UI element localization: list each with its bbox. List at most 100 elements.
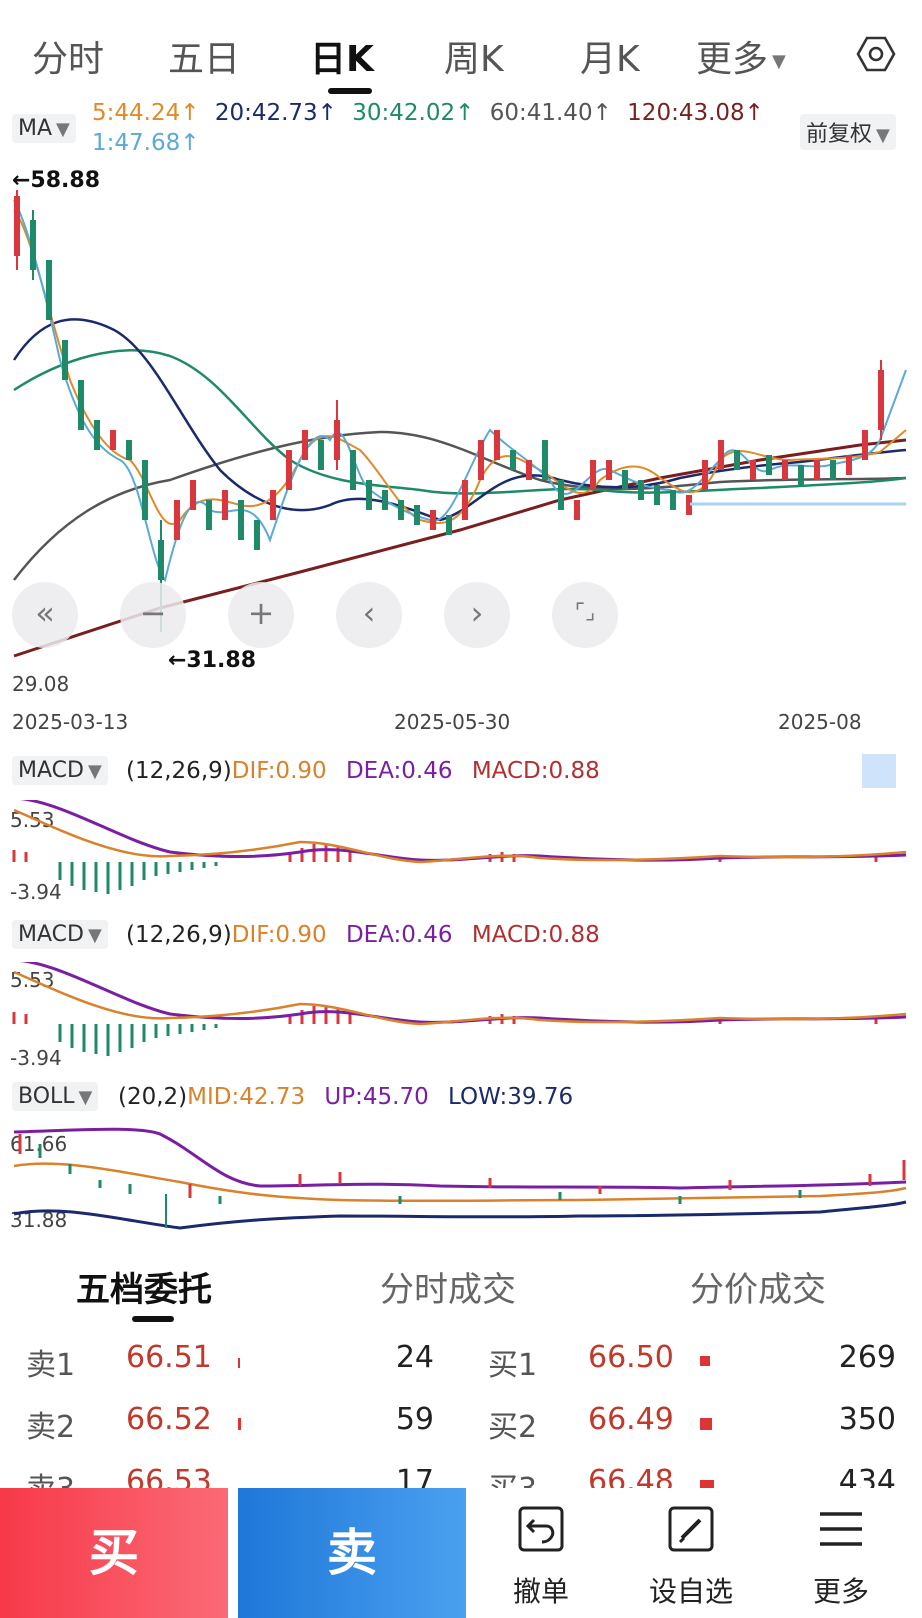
macd2-values: (12,26,9)DIF:0.90 DEA:0.46 MACD:0.88 [126,922,600,948]
candlestick-chart[interactable] [0,160,922,720]
menu-icon [820,1512,862,1546]
chevron-down-icon: ▼ [87,924,102,946]
tab-intraday[interactable]: 分时 [32,39,105,80]
macd1-min-label: -3.94 [10,880,62,904]
ma1-value: 1:47.68↑ [92,130,200,156]
date-label-end: 2025-08 [778,710,862,734]
macd1-dea: DEA:0.46 [345,758,453,784]
fullscreen-button[interactable]: ⌜⌟ [552,582,618,648]
buy2-volume: 350 [838,1402,896,1437]
scroll-right-button[interactable]: › [444,582,510,648]
ma-selector[interactable]: MA ▼ [12,114,76,143]
add-watchlist-label: 设自选 [648,1575,733,1608]
sell3-label: 卖3 [26,1464,75,1488]
edit-icon [668,1506,714,1552]
order-book-tab-indicator [132,1316,174,1322]
add-watchlist-button[interactable]: 设自选 [616,1488,766,1618]
tab-weekly-k[interactable]: 周K [444,39,504,80]
sell1-volume-bar [238,1358,240,1368]
buy3-label: 买3 [488,1464,537,1488]
ma-selector-label: MA [18,116,53,141]
zoom-out-button[interactable]: − [120,582,186,648]
tab-price-volume[interactable]: 分价成交 [690,1270,826,1310]
tab-five-day[interactable]: 五日 [168,39,241,80]
chevron-down-icon: ▼ [876,124,890,146]
macd2-params: (12,26,9) [126,922,232,948]
sell1-volume: 24 [395,1340,434,1375]
ma-values-row2: 1:47.68↑ [92,130,200,156]
chevron-down-icon: ▼ [56,118,70,140]
buy-button[interactable]: 买 [0,1488,228,1618]
sell2-volume: 59 [395,1402,434,1437]
date-label-mid: 2025-05-30 [394,710,511,734]
more-actions-button[interactable]: 更多 [766,1488,916,1618]
undo-icon [518,1506,564,1552]
hexagon-gear-icon[interactable] [856,34,896,74]
tab-more-label: 更多 [696,39,769,80]
adjust-selector-label: 前复权 [806,122,873,147]
boll-values: (20,2)MID:42.73 UP:45.70 LOW:39.76 [118,1084,573,1110]
ma5-value: 5:44.24↑ [92,100,200,126]
indicator-swatch [862,754,896,788]
boll-up: UP:45.70 [324,1084,429,1110]
buy2-label: 买2 [488,1410,538,1445]
cancel-order-button[interactable]: 撤单 [466,1488,616,1618]
tab-monthly-k[interactable]: 月K [580,39,640,80]
boll-low: LOW:39.76 [448,1084,574,1110]
macd1-params: (12,26,9) [126,758,232,784]
macd2-macd: MACD:0.88 [471,922,600,948]
macd2-dea: DEA:0.46 [345,922,453,948]
tab-more[interactable]: 更多 ▼ [696,30,786,82]
buy2-price: 66.49 [588,1402,674,1437]
sell3-price: 66.53 [126,1464,212,1488]
period-tabs: 分时 五日 日K 周K 月K 更多 ▼ [0,0,922,100]
macd1-values: (12,26,9)DIF:0.90 DEA:0.46 MACD:0.88 [126,758,600,784]
bottom-action-bar: 买 卖 撤单 设自选 更多 [0,1488,922,1618]
macd2-selector[interactable]: MACD ▼ [12,920,108,949]
sell2-label: 卖2 [26,1410,76,1445]
buy3-price: 66.48 [588,1464,674,1488]
chevron-down-icon: ▼ [772,50,786,72]
chart-high-label: ←58.88 [12,168,101,193]
macd2-chart [12,962,907,1056]
more-actions-label: 更多 [812,1575,869,1608]
boll-selector-label: BOLL [18,1084,75,1109]
buy1-label: 买1 [488,1348,538,1383]
macd2-selector-label: MACD [18,922,84,947]
boll-selector[interactable]: BOLL ▼ [12,1082,99,1111]
ma60-value: 60:41.40↑ [489,100,612,126]
sell-button[interactable]: 卖 [238,1488,466,1618]
macd1-chart [12,800,907,894]
ma120-value: 120:43.08↑ [627,100,764,126]
scroll-to-start-button[interactable]: « [12,582,78,648]
tab-daily-k[interactable]: 日K [310,39,374,80]
sell2-volume-bar [238,1418,241,1430]
order-row-2: 卖2 66.52 59 买2 66.49 350 [0,1402,922,1452]
boll-chart [13,1127,907,1230]
zoom-in-button[interactable]: + [228,582,294,648]
active-tab-indicator [328,88,372,94]
order-row-3: 卖3 66.53 17 买3 66.48 434 [0,1464,922,1488]
macd1-macd: MACD:0.88 [471,758,600,784]
macd1-selector-label: MACD [18,758,84,783]
macd1-selector[interactable]: MACD ▼ [12,756,108,785]
tab-order-book[interactable]: 五档委托 [76,1270,212,1310]
scroll-left-button[interactable]: ‹ [336,582,402,648]
sell2-price: 66.52 [126,1402,212,1437]
buy1-volume: 269 [838,1340,896,1375]
ma-values-row1: 5:44.24↑ 20:42.73↑ 30:42.02↑ 60:41.40↑ 1… [92,100,764,126]
buy1-volume-bar [700,1356,710,1366]
buy1-price: 66.50 [588,1340,674,1375]
adjust-selector[interactable]: 前复权 ▼ [800,114,896,150]
buy3-volume: 434 [838,1464,896,1488]
tab-tick-trades[interactable]: 分时成交 [380,1270,516,1310]
chart-low-label: ←31.88 [168,648,257,673]
chevron-down-icon: ▼ [78,1086,93,1108]
boll-params: (20,2) [118,1084,188,1110]
macd2-min-label: -3.94 [10,1046,62,1070]
ma30-value: 30:42.02↑ [352,100,475,126]
boll-mid: MID:42.73 [187,1084,306,1110]
macd1-dif: DIF:0.90 [231,758,327,784]
buy2-volume-bar [700,1418,712,1430]
order-row-1: 卖1 66.51 24 买1 66.50 269 [0,1340,922,1390]
